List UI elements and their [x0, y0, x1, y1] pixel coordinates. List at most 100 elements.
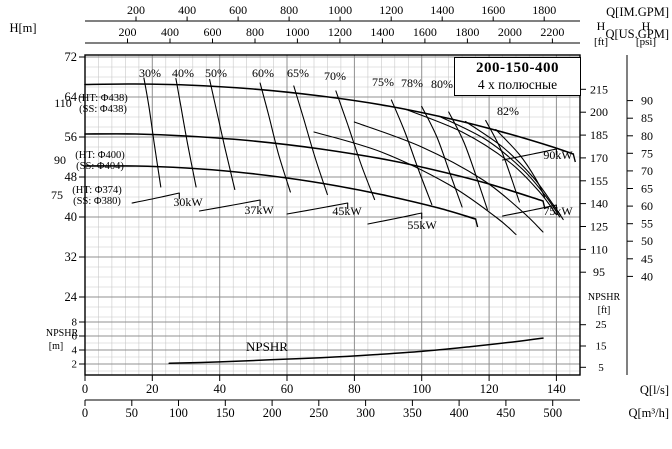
svg-text:24: 24 — [65, 290, 78, 304]
svg-text:500: 500 — [543, 406, 562, 420]
svg-text:75kW: 75kW — [543, 204, 573, 218]
svg-text:64: 64 — [65, 90, 78, 104]
svg-text:140: 140 — [547, 382, 566, 396]
svg-text:15: 15 — [596, 341, 608, 353]
svg-text:(SS: Φ438): (SS: Φ438) — [79, 104, 127, 115]
svg-text:600: 600 — [204, 25, 222, 39]
svg-text:(HT: Φ374): (HT: Φ374) — [72, 185, 122, 196]
svg-text:Q[IM.GPM]: Q[IM.GPM] — [606, 5, 669, 19]
svg-text:1800: 1800 — [532, 3, 556, 17]
svg-text:450: 450 — [497, 406, 516, 420]
svg-text:75%: 75% — [372, 75, 394, 89]
svg-text:200: 200 — [127, 3, 145, 17]
axes — [79, 16, 633, 406]
svg-text:1400: 1400 — [430, 3, 454, 17]
svg-text:600: 600 — [229, 3, 247, 17]
svg-text:110: 110 — [590, 242, 608, 256]
svg-text:65%: 65% — [287, 66, 309, 80]
svg-text:(SS: Φ380): (SS: Φ380) — [73, 196, 121, 207]
svg-text:[ft]: [ft] — [598, 305, 611, 316]
svg-text:0: 0 — [82, 406, 88, 420]
svg-text:H: H — [642, 19, 651, 33]
efficiency-curves — [143, 77, 564, 236]
svg-text:75: 75 — [641, 146, 653, 160]
hq-curves — [84, 83, 576, 228]
svg-text:80%: 80% — [431, 77, 453, 91]
svg-text:95: 95 — [593, 265, 605, 279]
svg-text:45: 45 — [641, 252, 653, 266]
svg-text:400: 400 — [450, 406, 469, 420]
svg-text:Q[US.GPM]: Q[US.GPM] — [605, 27, 669, 41]
svg-text:NPSHR: NPSHR — [246, 339, 288, 354]
svg-text:82%: 82% — [497, 104, 519, 118]
svg-text:40: 40 — [213, 382, 226, 396]
svg-text:100: 100 — [412, 382, 431, 396]
svg-text:45kW: 45kW — [332, 204, 362, 218]
svg-text:80: 80 — [641, 129, 653, 143]
svg-text:56: 56 — [65, 130, 78, 144]
svg-text:90kW: 90kW — [543, 148, 573, 162]
svg-text:350: 350 — [403, 406, 422, 420]
svg-text:(HT: Φ400): (HT: Φ400) — [75, 150, 125, 161]
svg-text:30kW: 30kW — [173, 195, 203, 209]
svg-text:2200: 2200 — [540, 25, 564, 39]
svg-text:120: 120 — [480, 382, 499, 396]
pump-poles: 4 х полюсные — [477, 77, 558, 93]
svg-text:60: 60 — [281, 382, 294, 396]
svg-text:1800: 1800 — [455, 25, 479, 39]
svg-text:50: 50 — [126, 406, 139, 420]
svg-text:60: 60 — [641, 199, 653, 213]
svg-text:140: 140 — [590, 197, 608, 211]
svg-text:800: 800 — [246, 25, 264, 39]
chart-title-box: 200-150-400 4 х полюсные — [454, 57, 581, 96]
svg-text:1600: 1600 — [413, 25, 437, 39]
svg-text:8: 8 — [72, 317, 78, 329]
svg-text:32: 32 — [65, 250, 78, 264]
svg-text:150: 150 — [216, 406, 235, 420]
svg-text:2: 2 — [72, 359, 78, 371]
pump-model: 200-150-400 — [476, 60, 559, 77]
svg-text:90: 90 — [641, 94, 653, 108]
svg-text:1000: 1000 — [285, 25, 309, 39]
svg-text:50%: 50% — [205, 66, 227, 80]
svg-text:40: 40 — [65, 210, 78, 224]
svg-text:78%: 78% — [401, 76, 423, 90]
svg-text:60%: 60% — [252, 66, 274, 80]
svg-text:Q[l/s]: Q[l/s] — [640, 383, 669, 397]
svg-text:1200: 1200 — [328, 25, 352, 39]
svg-text:NPSHR: NPSHR — [46, 328, 79, 339]
svg-text:55kW: 55kW — [407, 218, 437, 232]
svg-text:[psi]: [psi] — [636, 36, 656, 48]
svg-text:170: 170 — [590, 151, 608, 165]
svg-text:1600: 1600 — [481, 3, 505, 17]
svg-text:85: 85 — [641, 111, 653, 125]
svg-text:6: 6 — [72, 331, 78, 343]
svg-text:70: 70 — [641, 164, 653, 178]
svg-text:(HT: Φ438): (HT: Φ438) — [78, 93, 128, 104]
svg-text:55: 55 — [641, 217, 653, 231]
svg-text:300: 300 — [356, 406, 375, 420]
svg-text:40: 40 — [641, 269, 653, 283]
svg-text:4: 4 — [72, 345, 78, 357]
svg-text:1400: 1400 — [370, 25, 394, 39]
svg-text:20: 20 — [146, 382, 159, 396]
svg-text:40%: 40% — [172, 66, 194, 80]
svg-text:72: 72 — [65, 50, 78, 64]
npshr-curve — [168, 337, 544, 365]
svg-text:[ft]: [ft] — [594, 36, 608, 48]
svg-text:Q[m³/h]: Q[m³/h] — [628, 406, 669, 420]
svg-text:48: 48 — [65, 170, 78, 184]
svg-text:H[m]: H[m] — [9, 21, 36, 35]
svg-text:1000: 1000 — [328, 3, 352, 17]
svg-text:H: H — [597, 19, 606, 33]
svg-text:75: 75 — [51, 188, 63, 202]
svg-text:90: 90 — [54, 153, 66, 167]
svg-text:80: 80 — [348, 382, 361, 396]
svg-text:25: 25 — [596, 319, 608, 331]
svg-text:2000: 2000 — [498, 25, 522, 39]
power-curves — [131, 148, 557, 225]
svg-text:185: 185 — [590, 128, 608, 142]
svg-text:200: 200 — [263, 406, 282, 420]
